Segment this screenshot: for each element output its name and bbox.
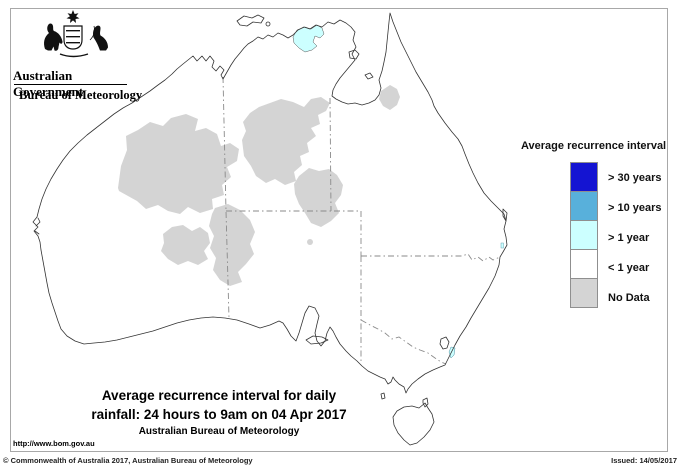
map-frame (10, 8, 668, 452)
no-data-region (161, 225, 210, 265)
no-data-regions (118, 85, 400, 286)
map-caption: Average recurrence interval for daily ra… (49, 386, 389, 438)
no-data-region (242, 97, 330, 185)
wa-border (222, 76, 230, 319)
crest-shield-marks (66, 30, 80, 44)
legend-label-gt10: > 10 years (608, 202, 662, 214)
nsw-vic-border (360, 319, 447, 365)
government-title: Australian Government (13, 68, 84, 99)
crest-star-icon (66, 10, 80, 23)
no-data-region (294, 168, 343, 227)
shark-bay-detail (34, 217, 41, 235)
caption-line3: Australian Bureau of Meteorology (138, 426, 300, 437)
nsw-south-coast-sliver (448, 346, 456, 359)
mornington-island (364, 72, 374, 80)
king-island (380, 392, 386, 400)
caption-line2: rainfall: 24 hours to 9am on 04 Apr 2017 (91, 407, 347, 422)
act-outline (439, 336, 450, 350)
no-data-region (379, 85, 400, 110)
crest-branches (51, 25, 95, 41)
legend-swatch-gt30 (570, 162, 598, 192)
crest-shield (63, 25, 83, 50)
header-divider (14, 84, 127, 85)
legend-title: Average recurrence interval (521, 140, 667, 152)
top-end-darwin-patch (292, 24, 325, 53)
groote-eylandt (348, 49, 360, 60)
bureau-title: Bureau of Meteorology (19, 88, 143, 102)
mainland-outline (32, 12, 508, 394)
fraser-island (502, 208, 508, 222)
melville-island (236, 14, 265, 27)
state-borders (222, 76, 501, 365)
legend-swatch-lt1 (570, 249, 598, 279)
croker-island (265, 21, 271, 27)
no-data-region (118, 114, 239, 214)
legend-swatch-gt10 (570, 191, 598, 221)
kangaroo-island (305, 335, 329, 345)
coat-of-arms (44, 10, 108, 58)
caption-line1: Average recurrence interval for daily (101, 388, 337, 403)
legend-color-bar (570, 162, 598, 308)
legend-swatch-nodata (570, 278, 598, 308)
legend-label-nodata: No Data (608, 292, 650, 304)
gt-1-year-regions (292, 24, 504, 359)
legend-label-gt1: > 1 year (608, 232, 650, 244)
issued-date: Issued: 14/05/2017 (611, 456, 677, 465)
bom-url: http://www.bom.gov.au (13, 439, 95, 448)
qld-coast-speck (500, 242, 504, 249)
tasmania-outline (392, 402, 435, 446)
copyright-notice: © Commonwealth of Australia 2017, Austra… (3, 456, 253, 465)
nt-qld-border (329, 97, 332, 212)
crest-scroll (59, 53, 89, 58)
qld-nsw-border (361, 253, 501, 262)
no-data-region (209, 204, 255, 286)
no-data-region (307, 239, 313, 245)
crest-emu-icon (93, 25, 108, 51)
flinders-island (422, 397, 429, 408)
legend-swatch-gt1 (570, 220, 598, 250)
legend-label-lt1: < 1 year (608, 262, 650, 274)
legend-label-gt30: > 30 years (608, 172, 662, 184)
coastline (32, 12, 508, 446)
